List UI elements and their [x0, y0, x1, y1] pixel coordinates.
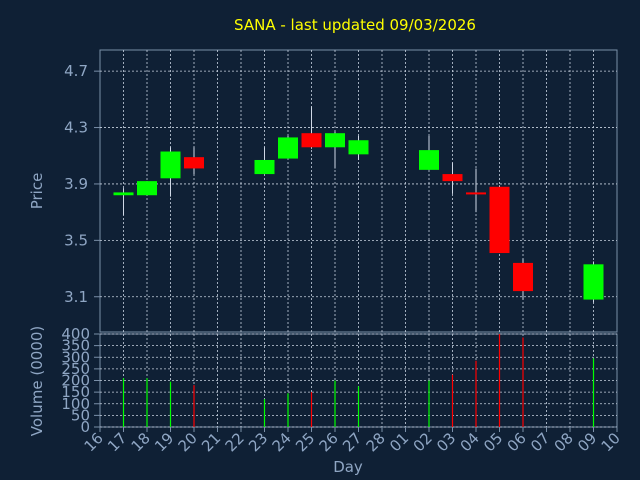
volume-y-tick-label: 100 [61, 395, 90, 413]
candle-down [513, 262, 533, 292]
x-tick-label: 24 [269, 429, 295, 455]
x-tick-label: 10 [598, 429, 624, 455]
chart-title: SANA - last updated 09/03/2026 [234, 16, 476, 34]
candle-up [254, 159, 275, 175]
x-tick-label: 08 [551, 429, 577, 455]
candle-down [442, 174, 463, 182]
x-tick-label: 28 [363, 429, 389, 455]
candle-down [489, 186, 510, 254]
volume-y-tick-label: 50 [71, 406, 90, 424]
volume-y-tick-label: 350 [61, 337, 90, 355]
x-tick-label: 17 [104, 429, 130, 455]
price-y-tick-label: 3.5 [64, 231, 88, 249]
x-tick-label: 02 [410, 429, 436, 455]
x-tick-label: 19 [151, 429, 177, 455]
x-tick-label: 21 [198, 429, 224, 455]
volume-y-tick-label: 300 [61, 348, 90, 366]
candle-up [160, 151, 181, 179]
x-tick-label: 06 [504, 429, 530, 455]
price-axis-label: Price [28, 173, 46, 210]
price-y-tick-label: 3.9 [64, 175, 88, 193]
candles [113, 106, 604, 303]
x-tick-label: 20 [175, 429, 201, 455]
x-tick-label: 03 [433, 429, 459, 455]
candle-up [325, 133, 345, 148]
candle-up [583, 264, 604, 300]
volume-y-tick-label: 400 [61, 325, 90, 343]
volume-y-tick-label: 0 [80, 418, 90, 436]
price-panel: 3.1 3.5 3.9 4.3 4.7 Price [28, 49, 618, 333]
x-tick-label: 18 [128, 429, 154, 455]
price-y-tick-label: 4.3 [64, 119, 88, 137]
candle-up [348, 140, 369, 155]
x-tick-label: 26 [316, 429, 342, 455]
x-tick-label: 22 [222, 429, 248, 455]
x-tick-label: 01 [386, 429, 412, 455]
candle-down [466, 192, 486, 195]
x-axis-label: Day [333, 458, 363, 476]
volume-y-tick-label: 200 [61, 372, 90, 390]
candle-up [137, 181, 157, 196]
candle-down [301, 133, 322, 148]
volume-y-tick-label: 150 [61, 383, 90, 401]
candle-up [113, 192, 134, 196]
candle-up [419, 150, 439, 170]
price-y-ticks: 3.1 3.5 3.9 4.3 4.7 [64, 62, 100, 306]
x-tick-label: 09 [574, 429, 600, 455]
price-y-tick-label: 3.1 [64, 288, 88, 306]
price-y-tick-label: 4.7 [64, 62, 88, 80]
volume-axis-label: Volume (0000) [28, 326, 46, 436]
x-tick-label: 23 [245, 429, 271, 455]
candle-up [278, 137, 298, 159]
x-tick-label: 27 [339, 429, 365, 455]
volume-bars [122, 334, 595, 427]
price-grid [100, 50, 617, 332]
x-tick-label: 07 [527, 429, 553, 455]
x-axis-ticks: 1617181920212223242526272801020304050607… [81, 427, 624, 455]
x-tick-label: 25 [292, 429, 318, 455]
volume-y-tick-label: 250 [61, 360, 90, 378]
x-tick-label: 04 [457, 429, 483, 455]
candle-down [184, 157, 204, 169]
x-tick-label: 05 [480, 429, 506, 455]
